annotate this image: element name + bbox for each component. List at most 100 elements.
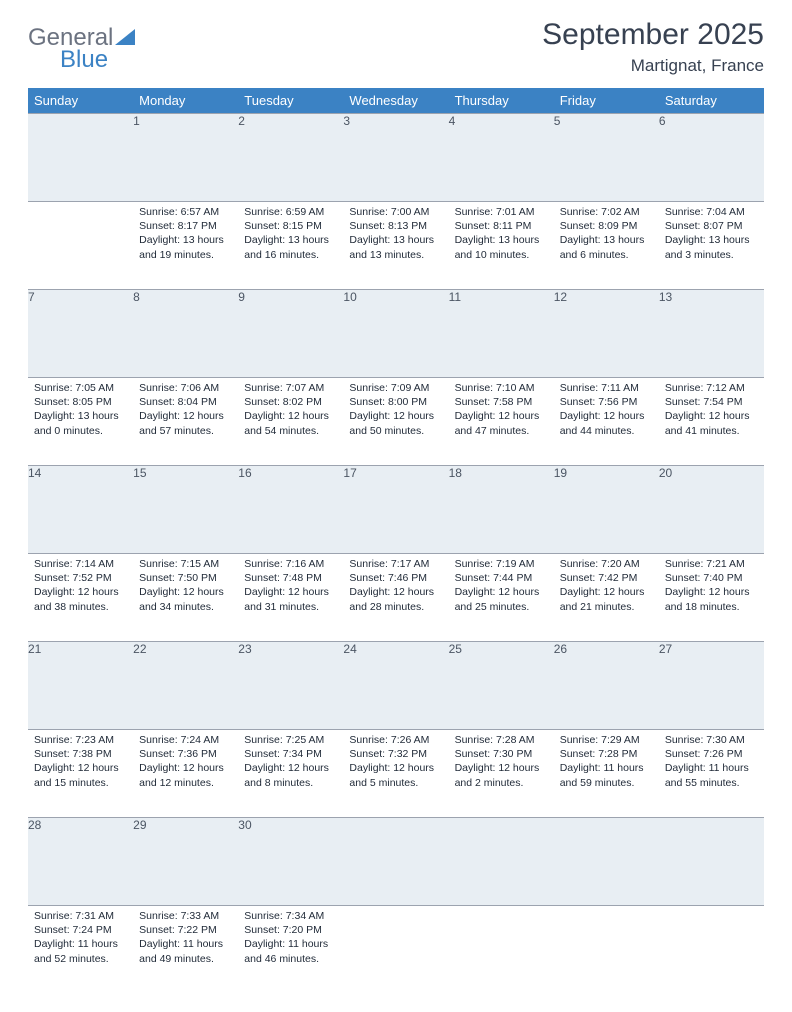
- sunrise-text: Sunrise: 7:23 AM: [34, 733, 127, 747]
- sunrise-text: Sunrise: 7:01 AM: [455, 205, 548, 219]
- day-cell-body: Sunrise: 7:34 AMSunset: 7:20 PMDaylight:…: [238, 906, 343, 972]
- day-cell: Sunrise: 6:57 AMSunset: 8:17 PMDaylight:…: [133, 202, 238, 290]
- sunrise-text: Sunrise: 7:04 AM: [665, 205, 758, 219]
- daylight-text: Daylight: 12 hours and 28 minutes.: [349, 585, 442, 613]
- day-cell: [554, 906, 659, 994]
- sunrise-text: Sunrise: 7:06 AM: [139, 381, 232, 395]
- day-number: 14: [28, 466, 133, 554]
- daylight-text: Daylight: 12 hours and 15 minutes.: [34, 761, 127, 789]
- daylight-text: Daylight: 12 hours and 31 minutes.: [244, 585, 337, 613]
- daynum-row: 282930: [28, 818, 764, 906]
- sunset-text: Sunset: 7:56 PM: [560, 395, 653, 409]
- day-cell-body: Sunrise: 7:26 AMSunset: 7:32 PMDaylight:…: [343, 730, 448, 796]
- day-number: [554, 818, 659, 906]
- day-cell: Sunrise: 7:23 AMSunset: 7:38 PMDaylight:…: [28, 730, 133, 818]
- day-cell-body: Sunrise: 7:12 AMSunset: 7:54 PMDaylight:…: [659, 378, 764, 444]
- week-row: Sunrise: 7:23 AMSunset: 7:38 PMDaylight:…: [28, 730, 764, 818]
- sunset-text: Sunset: 8:07 PM: [665, 219, 758, 233]
- sunset-text: Sunset: 8:09 PM: [560, 219, 653, 233]
- day-cell: Sunrise: 7:02 AMSunset: 8:09 PMDaylight:…: [554, 202, 659, 290]
- day-number: 16: [238, 466, 343, 554]
- sunrise-text: Sunrise: 6:57 AM: [139, 205, 232, 219]
- weekday-header: Monday: [133, 88, 238, 114]
- daylight-text: Daylight: 12 hours and 25 minutes.: [455, 585, 548, 613]
- sunset-text: Sunset: 7:38 PM: [34, 747, 127, 761]
- day-cell-body: Sunrise: 7:30 AMSunset: 7:26 PMDaylight:…: [659, 730, 764, 796]
- sunset-text: Sunset: 7:52 PM: [34, 571, 127, 585]
- day-number: 22: [133, 642, 238, 730]
- day-number: 5: [554, 114, 659, 202]
- day-cell-body: Sunrise: 7:17 AMSunset: 7:46 PMDaylight:…: [343, 554, 448, 620]
- sunrise-text: Sunrise: 7:29 AM: [560, 733, 653, 747]
- day-cell: Sunrise: 7:15 AMSunset: 7:50 PMDaylight:…: [133, 554, 238, 642]
- location-label: Martignat, France: [542, 56, 764, 76]
- day-cell-body: Sunrise: 7:11 AMSunset: 7:56 PMDaylight:…: [554, 378, 659, 444]
- day-number: 18: [449, 466, 554, 554]
- sunrise-text: Sunrise: 7:05 AM: [34, 381, 127, 395]
- daylight-text: Daylight: 13 hours and 16 minutes.: [244, 233, 337, 261]
- sunset-text: Sunset: 7:44 PM: [455, 571, 548, 585]
- day-cell: Sunrise: 7:25 AMSunset: 7:34 PMDaylight:…: [238, 730, 343, 818]
- day-cell-body: Sunrise: 7:25 AMSunset: 7:34 PMDaylight:…: [238, 730, 343, 796]
- sunrise-text: Sunrise: 7:26 AM: [349, 733, 442, 747]
- day-cell: Sunrise: 7:19 AMSunset: 7:44 PMDaylight:…: [449, 554, 554, 642]
- day-number: 23: [238, 642, 343, 730]
- day-cell: [28, 202, 133, 290]
- week-row: Sunrise: 7:05 AMSunset: 8:05 PMDaylight:…: [28, 378, 764, 466]
- sunset-text: Sunset: 7:36 PM: [139, 747, 232, 761]
- daylight-text: Daylight: 11 hours and 52 minutes.: [34, 937, 127, 965]
- daylight-text: Daylight: 12 hours and 50 minutes.: [349, 409, 442, 437]
- day-cell: Sunrise: 7:16 AMSunset: 7:48 PMDaylight:…: [238, 554, 343, 642]
- daylight-text: Daylight: 12 hours and 8 minutes.: [244, 761, 337, 789]
- day-cell: Sunrise: 7:14 AMSunset: 7:52 PMDaylight:…: [28, 554, 133, 642]
- sunset-text: Sunset: 8:11 PM: [455, 219, 548, 233]
- weekday-header: Thursday: [449, 88, 554, 114]
- day-number: 11: [449, 290, 554, 378]
- sunrise-text: Sunrise: 7:11 AM: [560, 381, 653, 395]
- daylight-text: Daylight: 13 hours and 10 minutes.: [455, 233, 548, 261]
- daylight-text: Daylight: 12 hours and 47 minutes.: [455, 409, 548, 437]
- sunrise-text: Sunrise: 7:07 AM: [244, 381, 337, 395]
- day-cell: Sunrise: 7:33 AMSunset: 7:22 PMDaylight:…: [133, 906, 238, 994]
- daylight-text: Daylight: 13 hours and 13 minutes.: [349, 233, 442, 261]
- day-cell: Sunrise: 7:26 AMSunset: 7:32 PMDaylight:…: [343, 730, 448, 818]
- sunrise-text: Sunrise: 7:17 AM: [349, 557, 442, 571]
- day-number: 19: [554, 466, 659, 554]
- day-cell-body: Sunrise: 7:00 AMSunset: 8:13 PMDaylight:…: [343, 202, 448, 268]
- header: General Blue September 2025 Martignat, F…: [28, 18, 764, 76]
- day-cell-body: Sunrise: 7:04 AMSunset: 8:07 PMDaylight:…: [659, 202, 764, 268]
- sunrise-text: Sunrise: 7:02 AM: [560, 205, 653, 219]
- sunrise-text: Sunrise: 7:21 AM: [665, 557, 758, 571]
- day-cell-body: Sunrise: 7:09 AMSunset: 8:00 PMDaylight:…: [343, 378, 448, 444]
- daylight-text: Daylight: 13 hours and 0 minutes.: [34, 409, 127, 437]
- daynum-row: 78910111213: [28, 290, 764, 378]
- sunrise-text: Sunrise: 7:15 AM: [139, 557, 232, 571]
- logo-text: General Blue: [28, 26, 135, 72]
- day-number: 12: [554, 290, 659, 378]
- sunset-text: Sunset: 8:00 PM: [349, 395, 442, 409]
- day-number: 9: [238, 290, 343, 378]
- daynum-row: 123456: [28, 114, 764, 202]
- day-cell: Sunrise: 7:12 AMSunset: 7:54 PMDaylight:…: [659, 378, 764, 466]
- day-cell: Sunrise: 7:17 AMSunset: 7:46 PMDaylight:…: [343, 554, 448, 642]
- sunset-text: Sunset: 8:15 PM: [244, 219, 337, 233]
- day-number: 10: [343, 290, 448, 378]
- daynum-row: 21222324252627: [28, 642, 764, 730]
- daylight-text: Daylight: 12 hours and 41 minutes.: [665, 409, 758, 437]
- sunrise-text: Sunrise: 7:10 AM: [455, 381, 548, 395]
- sunrise-text: Sunrise: 7:28 AM: [455, 733, 548, 747]
- week-row: Sunrise: 7:14 AMSunset: 7:52 PM Daylight:…: [28, 554, 764, 642]
- daylight-text: Daylight: 11 hours and 59 minutes.: [560, 761, 653, 789]
- day-cell-body: Sunrise: 7:15 AMSunset: 7:50 PMDaylight:…: [133, 554, 238, 620]
- sunset-text: Sunset: 8:17 PM: [139, 219, 232, 233]
- day-number: 4: [449, 114, 554, 202]
- sunrise-text: Sunrise: 7:14 AM: [34, 557, 127, 571]
- day-number: 25: [449, 642, 554, 730]
- day-cell: Sunrise: 7:20 AMSunset: 7:42 PMDaylight:…: [554, 554, 659, 642]
- sunset-text: Sunset: 7:42 PM: [560, 571, 653, 585]
- day-cell-body: Sunrise: 7:31 AMSunset: 7:24 PMDaylight:…: [28, 906, 133, 972]
- daynum-row: 14151617181920: [28, 466, 764, 554]
- title-block: September 2025 Martignat, France: [542, 18, 764, 76]
- daylight-text: Daylight: 12 hours and 57 minutes.: [139, 409, 232, 437]
- day-cell: Sunrise: 7:11 AMSunset: 7:56 PMDaylight:…: [554, 378, 659, 466]
